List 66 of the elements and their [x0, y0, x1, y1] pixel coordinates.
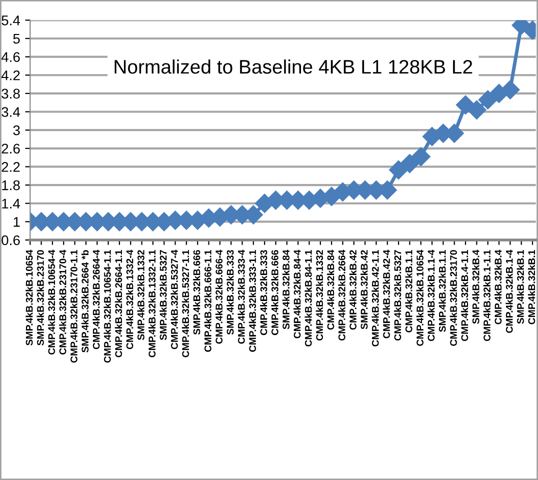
- y-tick-label: 2.2: [2, 162, 20, 172]
- y-tick-label: 0.6: [2, 235, 20, 246]
- y-tick-label: 3.4: [2, 107, 20, 117]
- point: [389, 160, 408, 180]
- x-tick-label: CMP.4kB.32kB.666-1.1: [204, 250, 212, 352]
- x-tick-label: CMP.4kB.32kB.2664: [338, 250, 346, 340]
- y-tick-label: 1.4: [2, 198, 20, 208]
- x-tick-label: CMP.4kB.32kB.42-4: [382, 250, 390, 338]
- x-tick-label: CMP.4kB.32kB.1: [528, 250, 536, 324]
- x-tick-label: CMP.4kB.32kB.42-1.1: [372, 250, 379, 346]
- point: [467, 100, 486, 120]
- x-tick-label: CMP.4kB.32kB.5327-1.1: [182, 250, 190, 358]
- x-tick-label: CMP.4kB.32kB.84: [327, 250, 334, 330]
- y-tick-label: 1.8: [2, 180, 20, 190]
- x-tick-label: CMP.4kB.32kB.1332: [316, 250, 324, 340]
- x-tick-label: CMP.4kB.32kB.666: [271, 250, 278, 336]
- x-tick-label: CMP.4kB.32kB.23170: [450, 250, 457, 346]
- text: Normalized to Baseline 4KB L1 128KB L2: [114, 59, 472, 74]
- point: [500, 80, 520, 100]
- y-tick-label: 4.6: [1, 52, 20, 62]
- x-tick-label: CMP.4kB.32kB.1332-1.1: [148, 250, 156, 358]
- y-tick-label: 3.8: [2, 88, 20, 99]
- x-tick-label: SMP.4kB.32kB.42: [360, 250, 368, 330]
- x-tick-label: CMP.4kB.32kB.1.1: [405, 250, 412, 332]
- x-tick-label: CMP.4kB.32kB.10654-4: [48, 250, 56, 355]
- x-tick-label: CMP.4kB.32kB.23170-1.1: [70, 250, 78, 363]
- x-tick-label: SMP.4kB.32kB.666: [193, 250, 200, 335]
- x-tick-label: SMP.4kB.32kB.84: [282, 250, 290, 330]
- y-tick-label: 2.6: [2, 144, 20, 154]
- x-tick-label: CMP.4kB.32kB.23170-4: [59, 250, 66, 355]
- x-tick-label: CMP.4kB.32kB.1-4: [506, 250, 513, 333]
- x-tick-label: CMP.4kB.32kB.1.1-4: [427, 250, 435, 342]
- x-tick-label: CMP.4kB.32kB.2664-4: [92, 250, 100, 350]
- y-tick-label: 5.4: [2, 16, 20, 26]
- x-tick-label: CMP.4kB.32kB.5327: [394, 250, 402, 340]
- x-tick-label: CMP.4kB.32kB.333-1.1: [248, 250, 256, 352]
- x-tick-label: CMP.4kB.32kB.10654-1.1: [104, 250, 111, 363]
- x-tick-label: CMP.4kB.32kB.42: [349, 250, 356, 330]
- y-tick-label: 1: [14, 217, 20, 227]
- x-tick-label: SMP.4kB.32kB.1.1: [438, 250, 446, 332]
- x-tick-label: CMP.4kB.32kB.5327-4: [170, 250, 178, 350]
- x-tick-label: CMP.4kB.32kB.84-4: [294, 250, 301, 338]
- point: [478, 90, 498, 110]
- y-tick-label: 5: [13, 34, 20, 44]
- x-tick-label: SMP.4kB.32kB.1332: [137, 250, 144, 340]
- x-tick-label: CMP.4kB.32kB.4: [494, 250, 502, 324]
- x-tick-label: SMP.4kB.32kB.5327: [160, 250, 167, 340]
- x-tick-label: SMP.4kB.32kB.23170: [36, 250, 44, 346]
- x-tick-label: SMP.4kB.32kB.1: [516, 250, 524, 324]
- y-tick-label: 3: [13, 125, 20, 136]
- x-tick-label: CMP.4kB.32kB.84-1.1: [304, 250, 312, 346]
- x-tick-label: CMP.4kB.32kB.2664-1.1: [114, 250, 122, 358]
- point: [411, 147, 430, 166]
- x-tick-label: CMP.4kB.32kB.4-1.1: [460, 250, 468, 342]
- x-tick-label: SMP.4kB.32kB.333: [226, 250, 234, 335]
- point: [400, 154, 420, 174]
- x-tick-label: CMP.4kB.32kB.1-1.1: [483, 250, 490, 342]
- y-tick-label: 4.2: [1, 70, 20, 80]
- x-tick-label: SMP.4kB.32kB.2664 *b: [81, 250, 89, 352]
- x-tick-label: SMP.4kB.32kB.4: [472, 250, 480, 324]
- x-tick-label: CMP.4kB.32kB.10654: [416, 250, 424, 346]
- x-tick-label: CMP.4kB.32kB.333-4: [238, 250, 245, 344]
- x-tick-label: SMP.4kB.32kB.10654: [26, 250, 33, 346]
- x-tick-label: CMP.4kB.32kB.666-4: [215, 250, 223, 344]
- x-tick-label: CMP.4kB.32kB.333: [260, 250, 268, 336]
- x-tick-label: CMP.4kB.32kB.1332-4: [126, 250, 134, 350]
